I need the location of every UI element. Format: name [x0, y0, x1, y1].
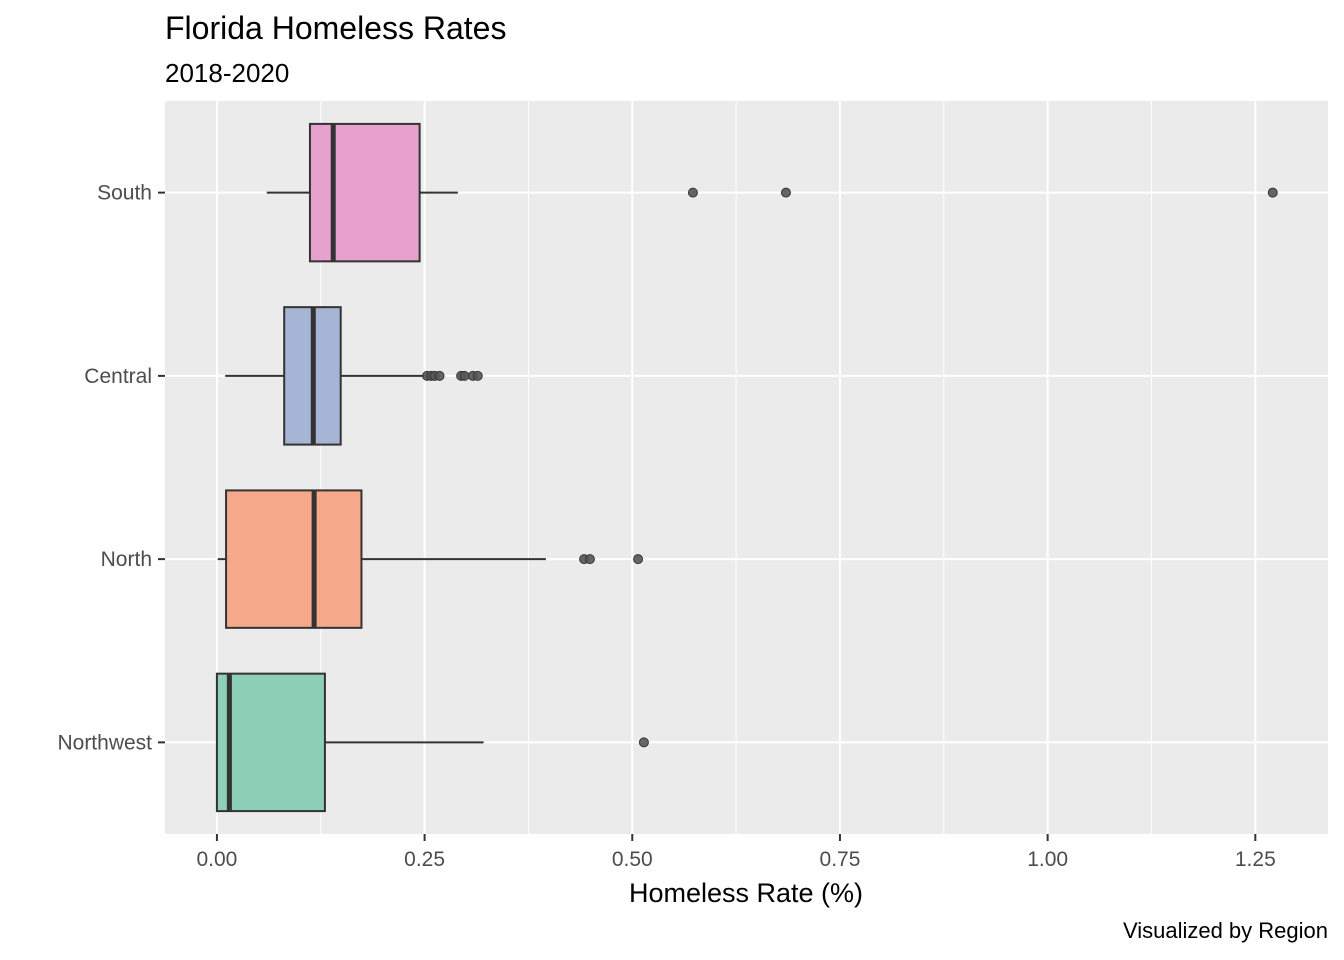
- x-tick-label: 1.00: [1027, 848, 1068, 871]
- y-axis: South Central North Northwest: [57, 182, 165, 754]
- outlier-point: [1267, 187, 1278, 198]
- y-tick-label: South: [97, 182, 152, 205]
- x-tick-label: 0.50: [612, 848, 653, 871]
- box-north: [217, 489, 644, 629]
- outlier-point: [687, 187, 698, 198]
- x-tick-label: 0.25: [404, 848, 445, 871]
- outlier-point: [459, 370, 470, 381]
- x-tick-label: 0.00: [196, 848, 237, 871]
- outlier-point: [638, 737, 649, 748]
- y-tick-label: Central: [84, 365, 152, 388]
- box-iqr: [215, 672, 326, 813]
- outlier-point: [780, 187, 791, 198]
- chart-caption: Visualized by Region: [1122, 918, 1328, 943]
- box-south: [266, 122, 1278, 263]
- outlier-point: [584, 554, 595, 565]
- x-axis-title: Homeless Rate (%): [629, 878, 863, 908]
- box-iqr: [308, 122, 421, 263]
- x-tick-label: 0.75: [820, 848, 861, 871]
- box-central: [225, 306, 483, 446]
- outlier-point: [633, 554, 644, 565]
- y-tick-label: Northwest: [57, 731, 152, 754]
- box-group: [215, 122, 1278, 813]
- x-axis: 0.00 0.25 0.50 0.75 1.00 1.25: [196, 834, 1276, 871]
- box-iqr: [225, 489, 363, 629]
- chart-subtitle: 2018-2020: [165, 58, 290, 88]
- x-tick-label: 1.25: [1235, 848, 1276, 871]
- chart-title: Florida Homeless Rates: [165, 10, 507, 46]
- outlier-point: [472, 370, 483, 381]
- y-tick-label: North: [101, 548, 152, 571]
- outlier-point: [434, 370, 445, 381]
- box-northwest: [215, 672, 649, 813]
